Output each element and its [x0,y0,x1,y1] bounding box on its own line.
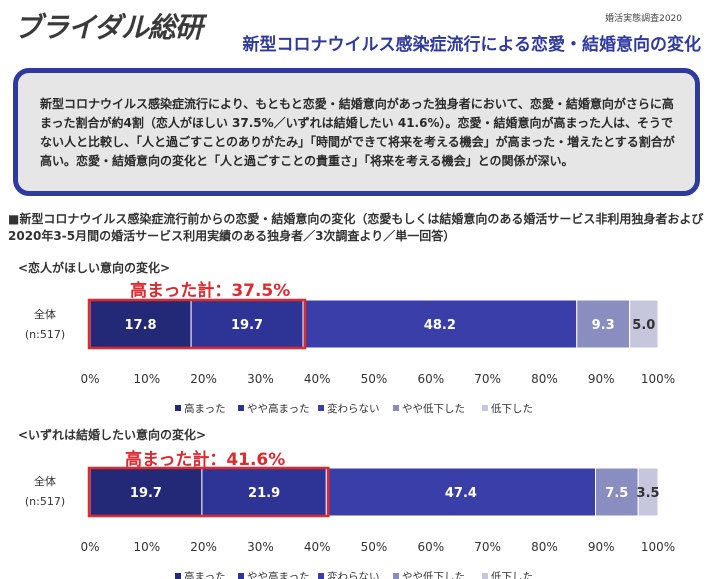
x-tick-label: 80% [531,540,558,554]
chart-1-stacked-bar: 17.8 19.7 48.2 9.3 5.0 0% 10% 20% 30% 40% 50% 60% 70… [80,298,675,415]
legend-label-4: やや低下した [402,402,465,415]
row-label-total: 全体 [34,475,56,488]
bar-value-label-1: 19.7 [130,486,162,501]
x-tick-label: 70% [474,540,501,554]
bar-value-label-3: 48.2 [424,318,456,333]
legend-label-5: 低下した [491,402,533,415]
legend-swatch-5 [482,405,488,411]
legend-label-2: やや高まった [247,570,310,579]
x-tick-label: 40% [304,372,331,386]
x-tick-label: 50% [361,540,388,554]
legend-label-3: 変わらない [327,570,380,579]
x-tick-label: 30% [247,372,274,386]
legend-label-1: 高まった [184,402,226,415]
section-heading: ■新型コロナウイルス感染症流行前からの恋愛・結婚意向の変化（恋愛もしくは結婚意向… [8,212,704,243]
x-tick-label: 20% [190,372,217,386]
row-label-total: 全体 [34,308,56,321]
x-tick-label: 0% [80,372,99,386]
x-tick-label: 100% [641,372,675,386]
legend-swatch-4 [393,405,399,411]
chart-2-title: <いずれは結婚したい意向の変化> [18,428,207,442]
chart-2-highlight: 高まった計：41.6% [125,450,286,470]
chart-1-title: <恋人がほしい意向の変化> [18,261,171,275]
legend-swatch-3 [318,405,324,411]
bar-segment-3 [302,299,578,349]
legend-swatch-5 [482,573,488,579]
x-tick-label: 60% [417,372,444,386]
brand-logo: ブライダル総研 [14,11,203,44]
summary-box: 新型コロナウイルス感染症流行により、もともと恋愛・結婚意向があった独身者において… [13,68,700,196]
legend-swatch-2 [238,573,244,579]
bar-value-label-3: 47.4 [445,486,477,501]
x-tick-label: 90% [588,540,615,554]
x-tick-label: 100% [641,540,675,554]
bar-segment-5 [629,299,659,349]
legend-swatch-2 [238,405,244,411]
x-tick-label: 40% [304,540,331,554]
chart-2-stacked-bar: 19.7 21.9 47.4 7.5 3.5 0% 10% 20% 30% 40% 50% 60% 70… [80,466,675,579]
bar-segment-1 [89,299,192,349]
x-tick-label: 20% [190,540,217,554]
survey-tag: 婚活実態調査2020 [605,14,682,24]
bar-value-label-5: 3.5 [637,486,660,501]
x-tick-label: 70% [474,372,501,386]
chart-1-row-label: 全体 (n:517) [20,305,70,345]
row-label-n: (n:517) [24,328,66,341]
x-tick-label: 80% [531,372,558,386]
page-title: 新型コロナウイルス感染症流行による恋愛・結婚意向の変化 [242,35,702,55]
bar-value-label-1: 17.8 [125,318,157,333]
legend-label-3: 変わらない [327,402,380,415]
chart-2-row-label: 全体 (n:517) [20,472,70,512]
x-tick-label: 10% [133,372,160,386]
legend-swatch-1 [175,405,181,411]
bar-value-label-2: 21.9 [248,486,280,501]
x-tick-label: 90% [588,372,615,386]
bar-value-label-4: 7.5 [605,486,628,501]
x-tick-label: 10% [133,540,160,554]
bar-segment-3 [325,467,597,517]
x-tick-label: 30% [247,540,274,554]
legend-swatch-3 [318,573,324,579]
x-tick-label: 60% [417,540,444,554]
x-tick-label: 50% [361,372,388,386]
bar-value-label-5: 5.0 [632,318,655,333]
legend-swatch-1 [175,573,181,579]
summary-text: 新型コロナウイルス感染症流行により、もともと恋愛・結婚意向があった独身者において… [40,97,675,168]
bar-segment-5 [637,467,659,517]
legend-label-1: 高まった [184,570,226,579]
highlight-frame [87,298,307,350]
highlight-frame [87,466,330,518]
row-label-n: (n:517) [24,495,66,508]
legend-swatch-4 [393,573,399,579]
legend-label-4: やや低下した [402,570,465,579]
chart-1-highlight: 高まった計：37.5% [130,281,291,301]
x-tick-label: 0% [80,540,99,554]
legend-label-2: やや高まった [247,402,310,415]
legend-label-5: 低下した [491,570,533,579]
bar-value-label-2: 19.7 [231,318,263,333]
bar-value-label-4: 9.3 [592,318,615,333]
